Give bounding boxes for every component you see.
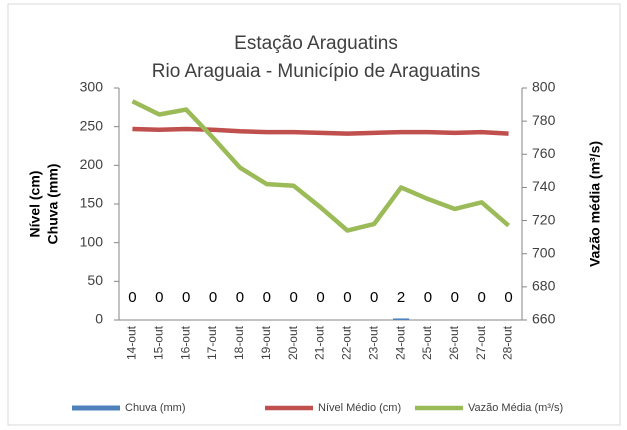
y-tick-label: 150 (80, 195, 104, 211)
data-label: 0 (128, 289, 136, 306)
data-label: 0 (316, 289, 324, 306)
x-tick-label: 15-out (151, 325, 165, 360)
line-series (131, 99, 511, 233)
y-axis-title: Nível (cm) (27, 171, 43, 238)
legend-label: Nível Médio (cm) (318, 402, 401, 414)
x-tick-label: 17-out (205, 325, 219, 360)
x-tick-label: 24-out (393, 325, 407, 360)
y2-tick-label: 660 (532, 311, 556, 327)
data-label: 0 (236, 289, 244, 306)
y-tick-label: 200 (80, 156, 104, 172)
y2-tick-label: 680 (532, 278, 556, 294)
y-tick-label: 0 (95, 311, 103, 327)
x-tick-label: 28-out (501, 325, 515, 360)
y-tick-label: 300 (80, 79, 104, 95)
chart-frame (7, 3, 621, 426)
x-tick-label: 21-out (313, 325, 327, 360)
y-tick-label: 50 (87, 272, 103, 288)
data-label: 0 (343, 289, 351, 306)
y2-tick-label: 800 (532, 79, 556, 95)
line-series (132, 126, 509, 136)
x-tick-label: 14-out (125, 325, 139, 360)
y2-tick-label: 720 (532, 211, 556, 227)
bar (393, 318, 410, 320)
data-label: 0 (504, 289, 512, 306)
y2-tick-label: 780 (532, 112, 556, 128)
x-tick-label: 22-out (340, 325, 354, 360)
data-label: 0 (263, 289, 271, 306)
y-tick-label: 250 (80, 117, 104, 133)
y2-axis-title: Vazão média (m³/s) (587, 141, 603, 267)
x-tick-label: 26-out (447, 325, 461, 360)
x-tick-label: 20-out (286, 325, 300, 360)
data-label: 0 (289, 289, 297, 306)
legend-label: Chuva (mm) (125, 402, 186, 414)
data-label: 0 (182, 289, 190, 306)
y-tick-label: 100 (80, 233, 104, 249)
y2-tick-label: 700 (532, 244, 556, 260)
data-label: 0 (478, 289, 486, 306)
y-axis-title: Chuva (mm) (45, 164, 61, 245)
chart-title: Estação Araguatins (234, 33, 398, 54)
x-tick-label: 18-out (232, 325, 246, 360)
data-label: 0 (370, 289, 378, 306)
data-label: 0 (424, 289, 432, 306)
x-tick-label: 27-out (474, 325, 488, 360)
data-label: 2 (397, 289, 405, 306)
data-label: 0 (451, 289, 459, 306)
data-label: 0 (209, 289, 217, 306)
y2-tick-label: 760 (532, 145, 556, 161)
chart-subtitle: Rio Araguaia - Município de Araguatins (152, 61, 480, 82)
y2-tick-label: 740 (532, 178, 556, 194)
data-label: 0 (155, 289, 163, 306)
legend-label: Vazão Média (m³/s) (468, 402, 563, 414)
x-tick-label: 19-out (259, 325, 273, 360)
legend-swatch (72, 405, 120, 411)
x-tick-label: 16-out (178, 325, 192, 360)
x-tick-label: 25-out (420, 325, 434, 360)
x-tick-label: 23-out (366, 325, 380, 360)
